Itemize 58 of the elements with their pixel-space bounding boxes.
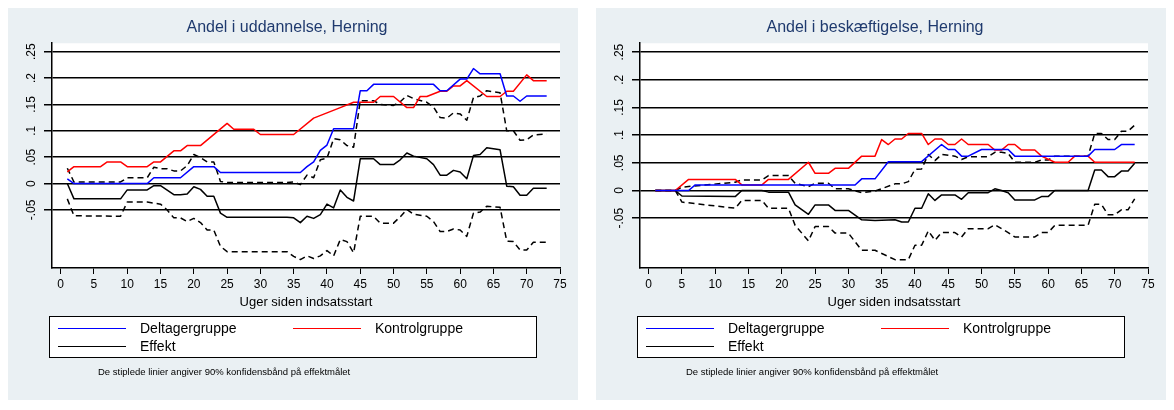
y-tick-label: .1 [24, 125, 39, 136]
x-tick-label: 70 [1108, 276, 1122, 291]
x-tick-label: 20 [775, 276, 789, 291]
x-axis-title: Uger siden indsatsstart [239, 293, 373, 309]
x-tick-label: 50 [386, 276, 401, 291]
y-tick-label: -.05 [24, 199, 39, 221]
x-tick-label: 5 [90, 276, 98, 291]
x-tick-label: 65 [486, 276, 501, 291]
x-tick-label: 30 [841, 276, 856, 291]
x-tick-label: 55 [420, 276, 434, 291]
x-tick-label: 10 [120, 276, 135, 291]
legend-label: Kontrolgruppe [963, 320, 1051, 336]
x-tick-label: 75 [553, 276, 567, 291]
x-axis-title: Uger siden indsatsstart [827, 293, 961, 309]
x-tick-label: 60 [453, 276, 468, 291]
x-tick-label: 0 [57, 276, 65, 291]
y-tick-label: .25 [612, 43, 627, 61]
x-tick-label: 60 [1041, 276, 1056, 291]
x-tick-label: 70 [520, 276, 534, 291]
x-tick-label: 50 [974, 276, 989, 291]
legend-label: Deltagergruppe [728, 320, 825, 336]
y-tick-label: .25 [24, 42, 39, 60]
x-tick-label: 35 [875, 276, 889, 291]
y-tick-label: .15 [612, 98, 627, 116]
x-tick-label: 25 [808, 276, 823, 291]
y-tick-label: 0 [612, 186, 627, 194]
legend-label: Effekt [728, 338, 764, 354]
x-tick-label: 55 [1008, 276, 1022, 291]
x-tick-label: 30 [253, 276, 268, 291]
x-tick-label: 75 [1141, 276, 1155, 291]
chart-title: Andel i beskæftigelse, Herning [766, 18, 984, 36]
y-tick-label: .2 [612, 74, 627, 85]
y-tick-label: .05 [24, 148, 39, 166]
x-tick-label: 20 [187, 276, 201, 291]
text: De stiplede linier angiver 90% konfidensbånd på effektmålet [98, 366, 352, 377]
x-tick-label: 45 [941, 276, 956, 291]
x-tick-label: 15 [741, 276, 756, 291]
x-tick-label: 15 [153, 276, 168, 291]
x-tick-label: 45 [353, 276, 368, 291]
x-tick-label: 40 [320, 276, 334, 291]
x-tick-label: 25 [220, 276, 235, 291]
legend-label: Effekt [140, 338, 176, 354]
x-tick-label: 5 [678, 276, 686, 291]
x-tick-label: 10 [708, 276, 723, 291]
y-tick-label: -.05 [612, 207, 627, 229]
chart-title: Andel i uddannelse, Herning [186, 18, 388, 36]
y-tick-label: .15 [24, 95, 39, 113]
legend-label: Kontrolgruppe [375, 320, 463, 336]
x-tick-label: 40 [908, 276, 922, 291]
text: De stiplede linier angiver 90% konfidensbånd på effektmålet [686, 366, 940, 377]
y-tick-label: .05 [612, 154, 627, 172]
y-tick-label: .1 [612, 129, 627, 141]
x-tick-label: 35 [287, 276, 301, 291]
legend-label: Deltagergruppe [140, 320, 237, 336]
y-tick-label: .2 [24, 72, 39, 84]
x-tick-label: 0 [645, 276, 653, 291]
y-tick-label: 0 [24, 179, 39, 187]
x-tick-label: 65 [1074, 276, 1089, 291]
